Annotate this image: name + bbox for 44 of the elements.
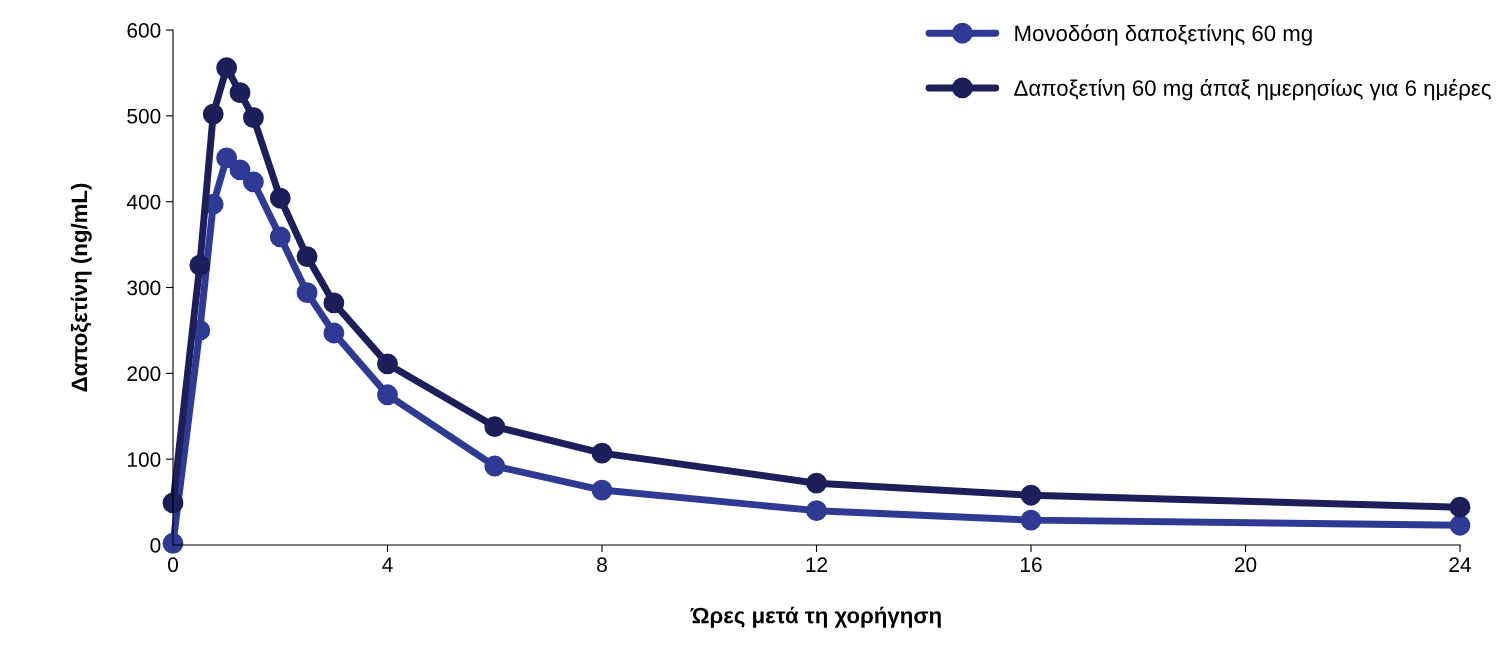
point (591, 442, 613, 464)
point (229, 159, 251, 181)
point (484, 416, 506, 437)
x-tick-label: 4 (382, 557, 393, 572)
legend-label: Δαποξετίνη 60 mg άπαξ ημερησίως για 6 ημέρες (1014, 78, 1491, 101)
point (296, 282, 318, 304)
point (1449, 496, 1471, 518)
y-tick-label: 200 (127, 366, 161, 382)
point (377, 384, 398, 406)
x-tick-label: 20 (1234, 557, 1257, 573)
point (202, 103, 224, 125)
point (296, 246, 318, 268)
point (377, 353, 398, 375)
x-tick-label: 24 (1449, 557, 1471, 572)
y-tick-label: 0 (150, 538, 161, 553)
point (229, 82, 251, 104)
y-tick-label: 300 (127, 280, 161, 296)
point (243, 107, 264, 128)
point (323, 322, 345, 344)
y-tick-label: 600 (127, 23, 161, 38)
x-tick-label: 12 (806, 557, 828, 572)
point (189, 254, 211, 276)
x-axis-title: Ώρες μετά τη χορήγηση (690, 606, 941, 628)
x-tick-label: 0 (168, 557, 178, 573)
y-tick-label: 100 (128, 452, 161, 467)
point (216, 147, 238, 169)
point (323, 292, 345, 314)
point (1020, 484, 1042, 506)
y-tick-label: 400 (126, 194, 161, 210)
point (1020, 509, 1042, 531)
legend-label: Μονοδόση δαποξετίνης 60 mg (1015, 24, 1312, 46)
point (269, 187, 291, 209)
point (591, 479, 613, 501)
point (243, 171, 264, 193)
x-tick-label: 8 (597, 557, 607, 573)
point (1449, 514, 1471, 536)
y-axis-title: Δαποξετίνη (ng/mL) (70, 183, 92, 392)
point (806, 472, 827, 494)
point (216, 57, 238, 79)
point (269, 226, 291, 248)
point (806, 500, 827, 522)
x-tick-label: 16 (1021, 557, 1042, 573)
point (484, 455, 506, 477)
y-tick-label: 500 (127, 108, 161, 124)
